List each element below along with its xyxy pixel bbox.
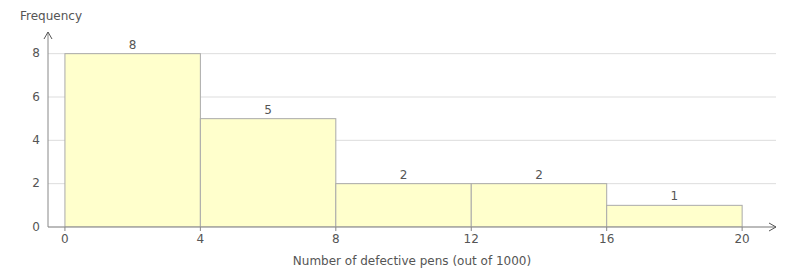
x-tick-label: 0 (61, 232, 69, 246)
data-label: 2 (400, 168, 408, 182)
bar (65, 54, 200, 227)
x-axis-label: Number of defective pens (out of 1000) (293, 254, 531, 268)
y-tick-label: 2 (32, 176, 40, 190)
x-tick (606, 227, 607, 231)
y-tick-label: 8 (32, 46, 40, 60)
y-tick-label: 0 (32, 220, 40, 234)
grid (48, 54, 776, 227)
x-tick (742, 227, 743, 231)
y-axis-line (48, 32, 49, 227)
y-tick-label: 6 (32, 90, 40, 104)
data-label: 2 (535, 168, 543, 182)
data-label: 8 (129, 38, 137, 52)
x-tick-label: 4 (197, 232, 205, 246)
x-tick-label: 20 (734, 232, 749, 246)
x-tick-label: 12 (464, 232, 479, 246)
y-axis-label: Frequency (20, 9, 82, 23)
chart: 0 2 4 6 8 0 4 8 12 16 20 8 5 2 2 1 Frequency Number of de… (0, 0, 800, 273)
axes (44, 32, 776, 231)
data-label: 5 (264, 103, 272, 117)
x-axis-line (48, 227, 776, 228)
y-axis-arrow (44, 32, 52, 39)
x-tick (471, 227, 472, 231)
bar (471, 184, 606, 227)
grid-line (48, 227, 776, 228)
x-tick (200, 227, 201, 231)
x-tick (64, 227, 65, 231)
x-axis-arrow (769, 223, 776, 231)
bar (607, 205, 742, 227)
x-tick (335, 227, 336, 231)
bars (65, 54, 742, 227)
x-tick-label: 16 (599, 232, 614, 246)
data-label: 1 (671, 189, 679, 203)
bar (336, 184, 471, 227)
x-tick-label: 8 (332, 232, 340, 246)
y-tick-label: 4 (32, 133, 40, 147)
bar (200, 119, 335, 227)
